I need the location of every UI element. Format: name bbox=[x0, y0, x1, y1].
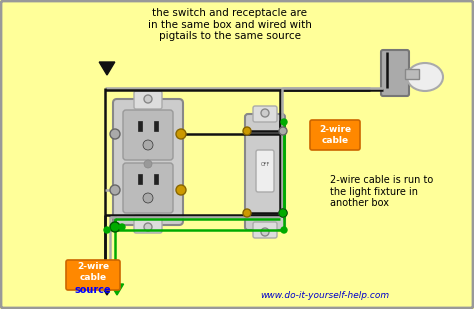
Circle shape bbox=[104, 227, 110, 233]
FancyBboxPatch shape bbox=[123, 110, 173, 160]
Circle shape bbox=[176, 129, 186, 139]
FancyBboxPatch shape bbox=[381, 50, 409, 96]
Polygon shape bbox=[99, 282, 115, 295]
Circle shape bbox=[144, 160, 152, 168]
Text: www.do-it-yourself-help.com: www.do-it-yourself-help.com bbox=[260, 291, 389, 300]
Circle shape bbox=[176, 185, 186, 195]
Circle shape bbox=[143, 140, 153, 150]
Circle shape bbox=[261, 228, 269, 236]
Circle shape bbox=[243, 209, 251, 217]
Ellipse shape bbox=[407, 63, 443, 91]
FancyBboxPatch shape bbox=[134, 215, 162, 233]
Circle shape bbox=[143, 193, 153, 203]
FancyBboxPatch shape bbox=[256, 150, 274, 192]
Text: 2-wire cable is run to
the light fixture in
another box: 2-wire cable is run to the light fixture… bbox=[330, 175, 433, 208]
FancyBboxPatch shape bbox=[310, 120, 360, 150]
Circle shape bbox=[243, 127, 251, 135]
Polygon shape bbox=[99, 62, 115, 75]
Circle shape bbox=[281, 119, 287, 125]
Circle shape bbox=[110, 129, 120, 139]
Text: source: source bbox=[75, 285, 111, 295]
Circle shape bbox=[144, 223, 152, 231]
FancyBboxPatch shape bbox=[134, 91, 162, 109]
FancyBboxPatch shape bbox=[154, 121, 158, 131]
Circle shape bbox=[110, 222, 120, 232]
Circle shape bbox=[279, 209, 287, 217]
Text: 2-wire
cable: 2-wire cable bbox=[77, 262, 109, 282]
FancyBboxPatch shape bbox=[138, 174, 142, 184]
Circle shape bbox=[144, 95, 152, 103]
FancyBboxPatch shape bbox=[245, 114, 285, 230]
Text: the switch and receptacle are
in the same box and wired with
pigtails to the sam: the switch and receptacle are in the sam… bbox=[148, 8, 312, 41]
Text: OFF: OFF bbox=[260, 162, 270, 167]
Circle shape bbox=[280, 210, 286, 216]
FancyBboxPatch shape bbox=[154, 174, 158, 184]
FancyBboxPatch shape bbox=[123, 163, 173, 213]
FancyBboxPatch shape bbox=[253, 106, 277, 122]
FancyBboxPatch shape bbox=[138, 121, 142, 131]
FancyBboxPatch shape bbox=[113, 99, 183, 225]
Circle shape bbox=[110, 185, 120, 195]
Polygon shape bbox=[110, 284, 124, 295]
FancyBboxPatch shape bbox=[66, 260, 120, 290]
Circle shape bbox=[119, 224, 125, 230]
Text: 2-wire
cable: 2-wire cable bbox=[319, 125, 351, 145]
FancyBboxPatch shape bbox=[405, 69, 419, 79]
Circle shape bbox=[279, 209, 287, 217]
Circle shape bbox=[279, 127, 287, 135]
Circle shape bbox=[261, 109, 269, 117]
FancyBboxPatch shape bbox=[253, 222, 277, 238]
Circle shape bbox=[281, 227, 287, 233]
